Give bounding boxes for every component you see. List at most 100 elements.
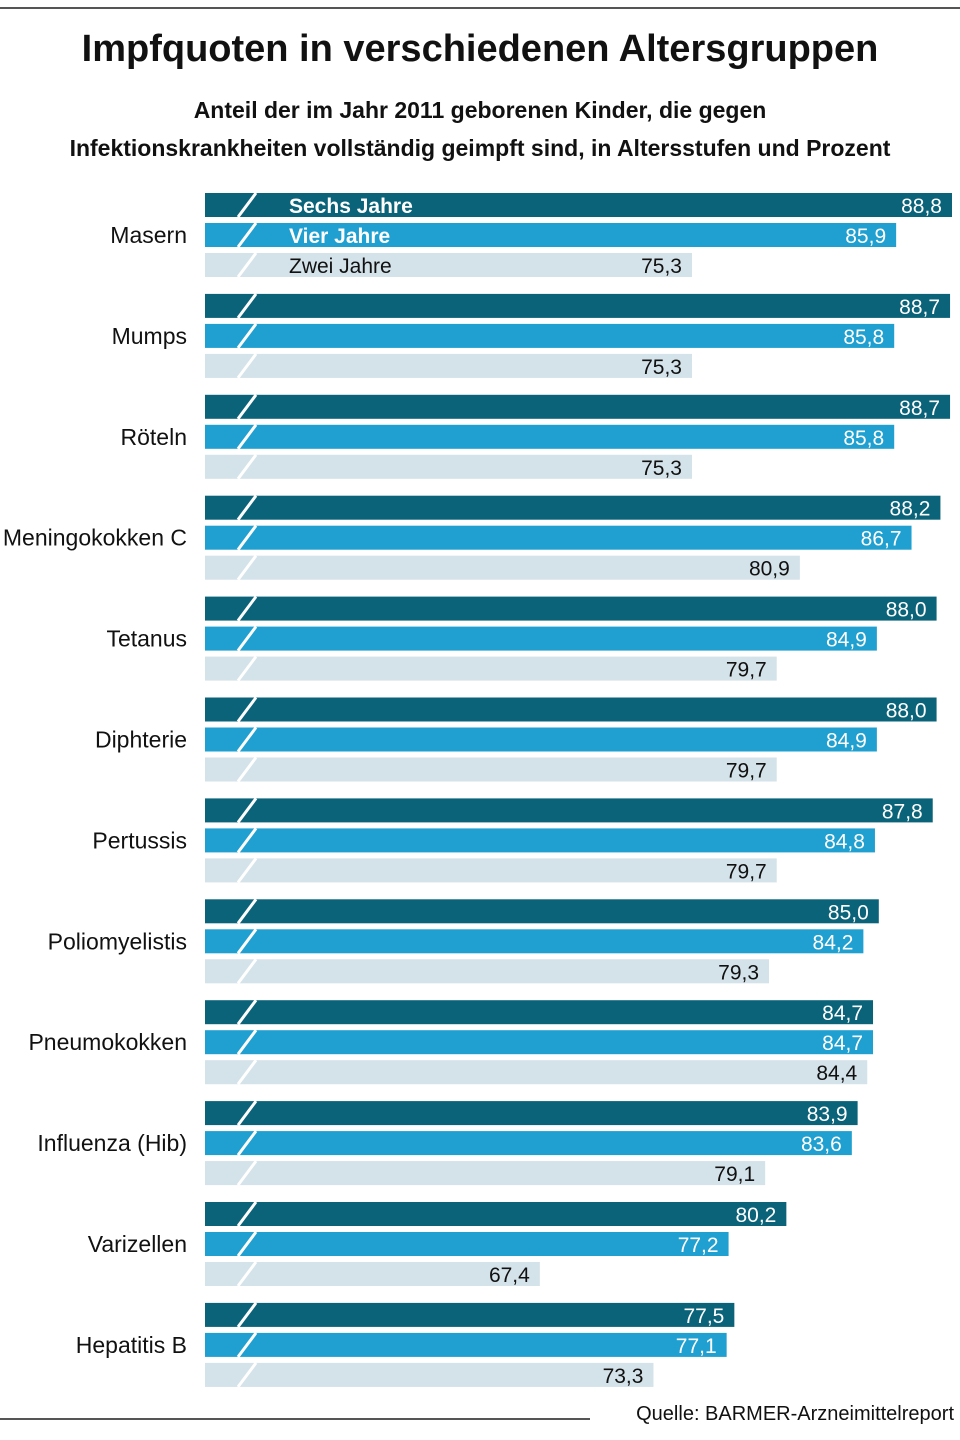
legend-entry: Sechs Jahre	[289, 195, 413, 218]
data-label: 77,1	[676, 1335, 717, 1358]
axis-break-mark	[236, 322, 258, 349]
data-label: 88,7	[899, 296, 940, 319]
axis-break-mark	[236, 1130, 258, 1156]
bar-2	[205, 253, 692, 277]
axis-break-mark	[236, 756, 258, 783]
bar-0	[205, 394, 951, 419]
axis-break-mark	[236, 857, 258, 884]
data-label: 67,4	[489, 1264, 530, 1287]
data-label: 84,4	[816, 1062, 857, 1085]
data-label: 79,7	[726, 659, 767, 682]
category-label: Masern	[110, 222, 187, 248]
axis-break-mark	[236, 1302, 258, 1328]
bar-1	[205, 1131, 852, 1156]
data-label: 84,2	[813, 931, 854, 954]
axis-break-mark	[236, 696, 258, 723]
bar-1	[205, 727, 877, 752]
axis-break-mark	[236, 554, 258, 581]
legend-entry: Zwei Jahre	[289, 255, 392, 278]
category-label: Influenza (Hib)	[37, 1130, 187, 1156]
axis-break-mark	[236, 1332, 258, 1358]
data-label: 85,9	[845, 225, 886, 248]
data-label: 87,8	[882, 800, 923, 823]
data-label: 79,3	[718, 961, 759, 984]
bar-1	[205, 223, 897, 247]
chart-title: Impfquoten in verschiedenen Altersgruppe…	[81, 28, 879, 70]
category-label: Hepatitis B	[76, 1332, 187, 1358]
source-note: Quelle: BARMER-Arzneimittelreport	[636, 1403, 954, 1425]
data-label: 83,9	[807, 1103, 848, 1126]
data-label: 88,7	[899, 397, 940, 420]
axis-break-mark	[236, 1362, 258, 1388]
category-label: Varizellen	[88, 1231, 187, 1257]
category-label: Diphterie	[95, 727, 187, 753]
data-label: 75,3	[641, 255, 682, 278]
data-label: 77,2	[678, 1234, 719, 1257]
data-label: 83,6	[801, 1133, 842, 1156]
axis-break-mark	[236, 595, 258, 622]
axis-break-mark	[236, 1201, 258, 1227]
axis-break-mark	[236, 726, 258, 753]
bar-2	[205, 353, 692, 378]
bar-0	[205, 596, 937, 621]
bar-1	[205, 323, 895, 348]
bar-2	[205, 1060, 868, 1085]
bar-1	[205, 1030, 874, 1055]
axis-break-mark	[236, 524, 258, 551]
data-label: 79,7	[726, 760, 767, 783]
data-label: 85,8	[843, 326, 884, 349]
axis-break-mark	[236, 655, 258, 682]
axis-break-mark	[236, 192, 258, 218]
axis-break-mark	[236, 292, 258, 319]
axis-break-mark	[236, 797, 258, 824]
bar-2	[205, 1161, 766, 1186]
bar-1	[205, 1232, 729, 1256]
top-rule	[0, 7, 960, 9]
data-label: 86,7	[861, 528, 902, 551]
axis-break-mark	[236, 423, 258, 450]
category-label: Pneumokokken	[28, 1029, 187, 1055]
data-label: 79,1	[714, 1163, 755, 1186]
bar-2	[205, 656, 777, 681]
data-label: 77,5	[683, 1305, 724, 1328]
axis-break-mark	[236, 494, 258, 521]
data-label: 88,0	[886, 700, 927, 723]
data-label: 84,8	[824, 830, 865, 853]
bar-0	[205, 697, 937, 722]
category-label: Pertussis	[92, 827, 187, 853]
data-label: 84,7	[822, 1002, 863, 1025]
data-label: 80,2	[735, 1204, 776, 1227]
data-label: 75,3	[641, 457, 682, 480]
bar-0	[205, 1302, 735, 1327]
data-label: 88,0	[886, 599, 927, 622]
bar-0	[205, 1000, 874, 1025]
data-label: 84,9	[826, 730, 867, 753]
data-label: 85,8	[843, 427, 884, 450]
data-label: 73,3	[603, 1365, 644, 1388]
bar-2	[205, 858, 777, 883]
axis-break-mark	[236, 898, 258, 925]
bottom-rule	[0, 1418, 590, 1420]
axis-break-mark	[236, 252, 258, 278]
bar-2	[205, 1362, 654, 1387]
axis-break-mark	[236, 958, 258, 985]
axis-break-mark	[236, 1231, 258, 1257]
bar-1	[205, 525, 912, 550]
chart-subtitle-1: Anteil der im Jahr 2011 geborenen Kinder…	[193, 97, 767, 123]
bar-0	[205, 798, 933, 823]
category-label: Meningokokken C	[3, 525, 187, 551]
bar-2	[205, 454, 692, 479]
data-label: 75,3	[641, 356, 682, 379]
bar-1	[205, 424, 895, 449]
axis-break-mark	[236, 1100, 258, 1126]
axis-break-mark	[236, 393, 258, 420]
data-label: 88,8	[901, 195, 942, 218]
data-label: 84,9	[826, 629, 867, 652]
axis-break-mark	[236, 1160, 258, 1186]
axis-break-mark	[236, 1261, 258, 1287]
axis-break-mark	[236, 352, 258, 379]
bar-2	[205, 1262, 540, 1286]
bar-1	[205, 1332, 727, 1357]
bar-1	[205, 929, 864, 954]
bar-0	[205, 1101, 858, 1126]
